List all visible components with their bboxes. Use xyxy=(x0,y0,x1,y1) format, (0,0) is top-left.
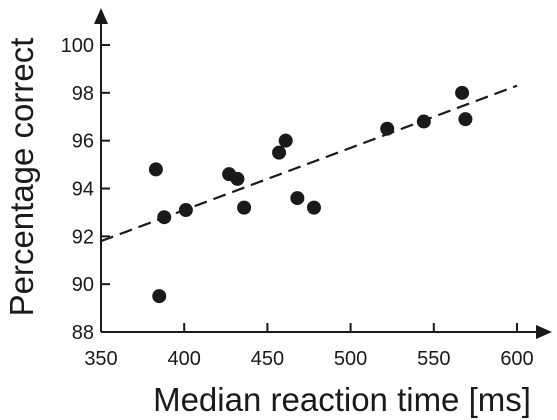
data-point xyxy=(230,171,245,186)
data-points xyxy=(148,85,473,304)
x-tick-label: 550 xyxy=(417,348,450,370)
y-ticks: 88 90 92 94 96 98 100 xyxy=(61,35,110,344)
data-point xyxy=(455,85,470,100)
data-point xyxy=(290,191,305,206)
data-point xyxy=(458,112,473,127)
data-point xyxy=(178,203,193,218)
data-point xyxy=(148,162,163,177)
trend-line xyxy=(100,84,518,243)
x-tick-label: 600 xyxy=(500,348,533,370)
data-point xyxy=(237,200,252,215)
data-point xyxy=(152,289,167,304)
axes xyxy=(94,8,552,339)
x-ticks: 350 400 450 500 550 600 xyxy=(84,323,534,370)
x-tick-label: 400 xyxy=(168,348,201,370)
y-tick-label: 90 xyxy=(72,274,94,296)
y-tick-label: 94 xyxy=(72,179,94,201)
y-tick-label: 98 xyxy=(72,83,94,105)
data-point xyxy=(306,200,321,215)
x-tick-label: 450 xyxy=(251,348,284,370)
y-tick-label: 96 xyxy=(72,131,94,153)
y-tick-label: 100 xyxy=(61,35,94,57)
x-axis-title: Median reaction time [ms] xyxy=(153,381,531,418)
data-point xyxy=(278,133,293,148)
y-tick-label: 88 xyxy=(72,322,94,344)
y-axis-title: Percentage correct xyxy=(3,38,40,317)
y-axis-arrowhead xyxy=(94,8,108,24)
data-point xyxy=(272,145,287,160)
data-point xyxy=(416,114,431,129)
y-tick-label: 92 xyxy=(72,226,94,248)
x-tick-label: 500 xyxy=(334,348,367,370)
x-tick-label: 350 xyxy=(84,348,117,370)
data-point xyxy=(157,210,172,225)
x-axis-arrowhead xyxy=(536,325,552,339)
data-point xyxy=(380,121,395,136)
